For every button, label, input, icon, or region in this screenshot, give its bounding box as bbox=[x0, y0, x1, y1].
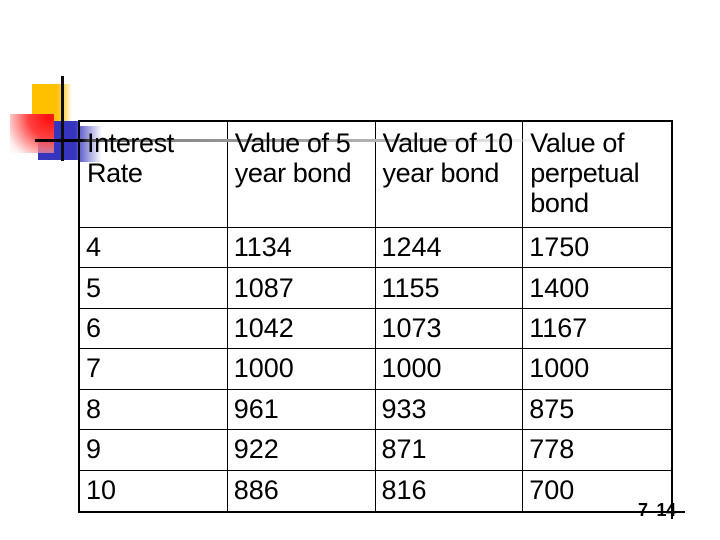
table-cell: 1000 bbox=[375, 349, 524, 390]
table-cell-label: 1167 bbox=[529, 313, 588, 344]
table-cell-label: 4 bbox=[86, 232, 102, 263]
red-square-decoration bbox=[10, 114, 54, 153]
table-cell-label: 5 bbox=[86, 272, 102, 303]
table-cell: 933 bbox=[375, 389, 524, 431]
table-cell-label: 1087 bbox=[233, 272, 294, 303]
column-header: Interest Rate bbox=[80, 122, 228, 228]
table-cell: 1244 bbox=[375, 228, 524, 269]
table-cell: 5 bbox=[80, 268, 228, 309]
table-cell-label: 816 bbox=[381, 475, 427, 506]
column-header-label: Value of 5 year bond bbox=[234, 128, 352, 188]
table-cell: 8 bbox=[80, 389, 228, 431]
table-cell-label: 1134 bbox=[233, 232, 292, 263]
table-cell-label: 886 bbox=[233, 475, 279, 506]
table-cell: 875 bbox=[523, 390, 671, 431]
table-cell-label: 871 bbox=[381, 434, 427, 465]
table-cell-label: 1073 bbox=[381, 313, 442, 344]
column-header: Value of 5 year bond bbox=[227, 122, 376, 228]
bottom-right-vertical-line bbox=[671, 513, 673, 519]
table-cell: 10 bbox=[80, 470, 228, 511]
table-cell-label: 1000 bbox=[233, 353, 294, 384]
table-cell-label: 7 bbox=[86, 353, 102, 384]
table-cell: 1400 bbox=[523, 268, 671, 309]
column-header: Value of 10 year bond bbox=[375, 122, 524, 228]
table-cell: 1000 bbox=[523, 349, 671, 390]
table-cell: 816 bbox=[376, 470, 524, 511]
table-cell: 886 bbox=[228, 470, 376, 511]
column-header-label: Interest Rate bbox=[87, 128, 174, 188]
column-header-label: Value of 10 year bond bbox=[382, 128, 514, 188]
table-cell: 961 bbox=[227, 389, 376, 431]
table-cell: 1167 bbox=[523, 309, 671, 350]
table-cell-label: 1400 bbox=[529, 272, 590, 303]
table-cell-label: 8 bbox=[86, 393, 102, 424]
page-numbers: 7 14 bbox=[638, 500, 676, 521]
vertical-line-decoration bbox=[61, 76, 64, 161]
table-cell: 871 bbox=[375, 430, 524, 471]
column-header-label: Value of perpetual bond bbox=[530, 128, 640, 218]
horizontal-line-decoration bbox=[35, 139, 585, 142]
table-cell-label: 1042 bbox=[233, 313, 294, 344]
table-cell-label: 1155 bbox=[381, 272, 440, 303]
bond-value-table: Interest Rate Value of 5 year bond Value o… bbox=[78, 120, 673, 513]
table-cell: 6 bbox=[80, 308, 228, 350]
table-cell-label: 6 bbox=[86, 313, 102, 344]
table-cell: 1750 bbox=[523, 228, 671, 269]
table-cell-label: 1244 bbox=[381, 232, 442, 263]
table-cell: 1134 bbox=[227, 228, 376, 269]
table-cell: 4 bbox=[80, 228, 228, 269]
table-cell-label: 875 bbox=[529, 393, 575, 424]
table-cell: 1042 bbox=[227, 308, 376, 350]
table-cell-label: 10 bbox=[86, 475, 117, 506]
table-cell: 778 bbox=[523, 430, 671, 471]
table-cell: 9 bbox=[80, 430, 228, 471]
table-cell-label: 922 bbox=[233, 434, 279, 465]
table-cell-label: 961 bbox=[233, 393, 279, 424]
table-cell-label: 1750 bbox=[529, 232, 590, 263]
table-cell: 1155 bbox=[375, 268, 524, 309]
table-cell-label: 1000 bbox=[529, 353, 590, 384]
table-cell-label: 1000 bbox=[381, 353, 442, 384]
table-cell: 7 bbox=[80, 349, 228, 390]
page-number-left: 7 bbox=[638, 500, 648, 520]
table-cell: 1073 bbox=[375, 308, 524, 350]
column-header: Value of perpetual bond bbox=[523, 122, 671, 228]
table-cell-label: 933 bbox=[381, 393, 427, 424]
page-number-right: 14 bbox=[656, 500, 677, 520]
table-cell: 1000 bbox=[227, 349, 376, 390]
table-cell-label: 700 bbox=[529, 475, 575, 506]
table-cell-label: 778 bbox=[529, 434, 575, 465]
bottom-right-horizontal-line bbox=[671, 511, 685, 513]
table-cell-label: 9 bbox=[86, 434, 102, 465]
table-cell: 922 bbox=[227, 430, 376, 471]
table-cell: 700 bbox=[523, 471, 671, 511]
table-cell: 1087 bbox=[227, 268, 376, 309]
